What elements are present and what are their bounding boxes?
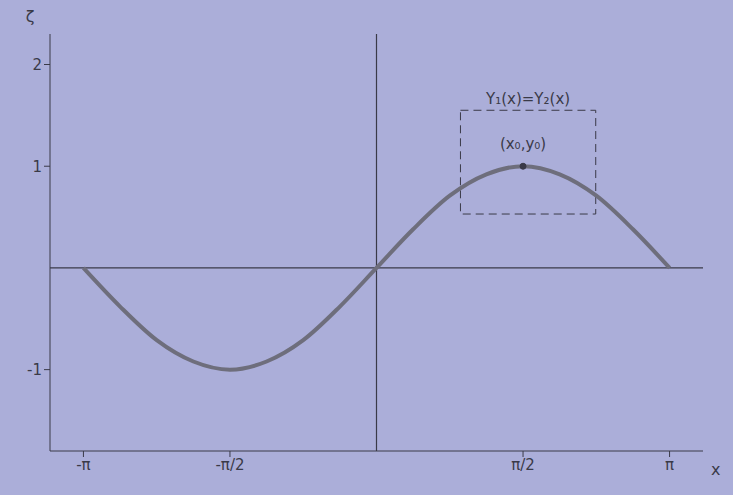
- svg-text:(x₀,y₀): (x₀,y₀): [500, 135, 546, 153]
- svg-text:-1: -1: [27, 361, 42, 379]
- svg-text:-π: -π: [76, 456, 90, 474]
- svg-text:x: x: [711, 460, 720, 479]
- svg-text:ζ: ζ: [26, 7, 35, 26]
- svg-text:2: 2: [32, 56, 42, 74]
- svg-text:π/2: π/2: [511, 456, 535, 474]
- svg-text:Y₁(x)=Y₂(x): Y₁(x)=Y₂(x): [485, 90, 570, 108]
- svg-text:-π/2: -π/2: [215, 456, 244, 474]
- svg-text:1: 1: [32, 158, 42, 176]
- svg-text:π: π: [665, 456, 674, 474]
